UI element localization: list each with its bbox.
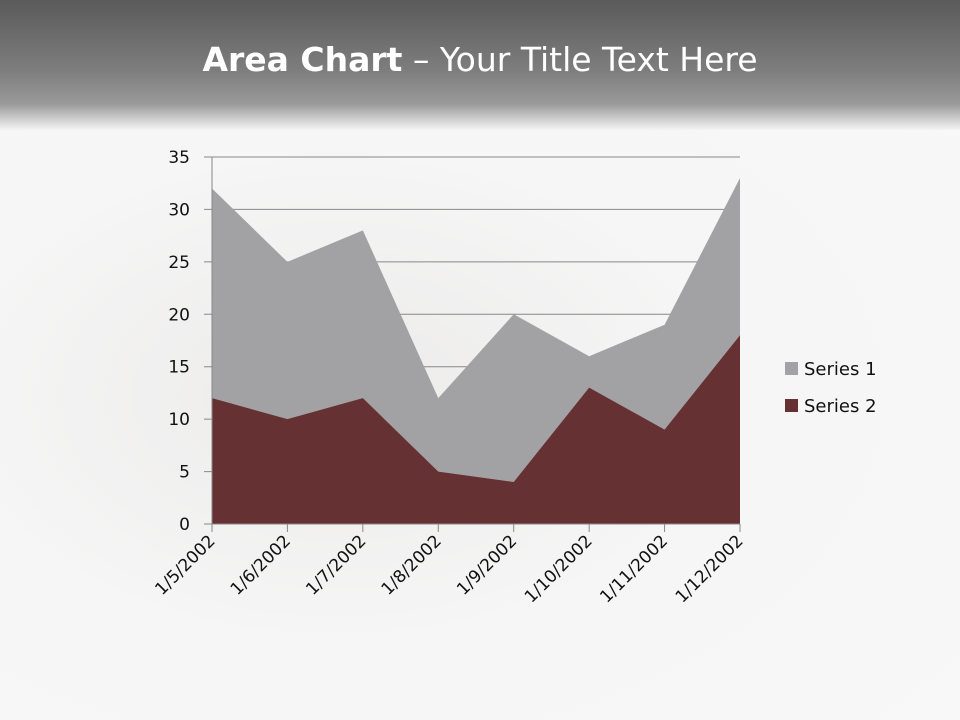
y-tick-label: 5 <box>179 463 190 483</box>
y-tick-label: 10 <box>168 410 190 430</box>
slide-title: Area Chart – Your Title Text Here <box>0 40 960 79</box>
legend-swatch-2 <box>785 399 798 412</box>
area-series-2 <box>212 335 740 524</box>
legend-swatch-1 <box>785 362 798 375</box>
x-tick-label: 1/12/2002 <box>672 531 748 607</box>
title-rest: – Your Title Text Here <box>402 40 758 79</box>
x-tick-label: 1/11/2002 <box>596 531 672 607</box>
y-tick-label: 20 <box>168 305 190 325</box>
x-tick-label: 1/9/2002 <box>453 531 521 599</box>
y-tick-label: 35 <box>168 148 190 168</box>
x-tick-label: 1/8/2002 <box>378 531 446 599</box>
title-bold: Area Chart <box>202 40 403 79</box>
x-tick-label: 1/10/2002 <box>521 531 597 607</box>
title-bar <box>0 0 960 130</box>
legend-label-1: Series 1 <box>804 359 877 380</box>
y-tick-label: 0 <box>179 515 190 535</box>
y-tick-label: 30 <box>168 200 190 220</box>
x-tick-label: 1/6/2002 <box>227 531 295 599</box>
legend-label-2: Series 2 <box>804 396 877 417</box>
x-tick-label: 1/5/2002 <box>151 531 219 599</box>
x-tick-label: 1/7/2002 <box>302 531 370 599</box>
y-tick-label: 15 <box>168 358 190 378</box>
y-tick-label: 25 <box>168 253 190 273</box>
